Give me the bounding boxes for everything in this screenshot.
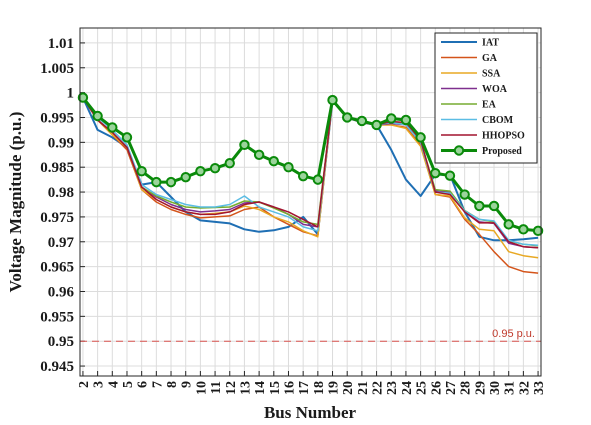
- series-point-proposed: [444, 170, 456, 181]
- series-point-proposed: [283, 162, 294, 173]
- x-tick-label: 29: [473, 381, 488, 395]
- x-tick-label: 2: [77, 381, 92, 388]
- y-tick-label: 0.945: [40, 359, 74, 375]
- series-point-proposed: [151, 176, 162, 188]
- y-tick-label: 1.005: [40, 61, 74, 77]
- series-point-proposed: [386, 113, 397, 124]
- x-tick-label: 19: [327, 381, 342, 395]
- x-axis-ticks: 2 3 4 5 6 7 8 9 10 11 12 13 14 15 16 17 18 19 20 21 22 23 24 25…: [77, 371, 547, 395]
- y-axis-ticks: 0.945 0.95 0.955 0.96 0.965 0.97 0.975 0.98 0.98…: [40, 36, 85, 375]
- x-tick-label: 7: [150, 381, 165, 388]
- series-point-proposed: [312, 174, 324, 185]
- y-tick-label: 0.99: [48, 135, 74, 151]
- y-tick-label: 0.995: [40, 110, 74, 126]
- series-point-proposed: [195, 165, 206, 177]
- series-point-proposed: [136, 165, 147, 177]
- series-point-proposed: [327, 94, 338, 106]
- x-tick-label: 15: [268, 381, 283, 395]
- y-tick-label: 0.96: [48, 284, 75, 300]
- series-point-proposed: [400, 114, 412, 126]
- y-tick-label: 1.01: [48, 36, 74, 52]
- x-tick-label: 4: [106, 381, 121, 388]
- y-tick-label: 0.965: [40, 260, 74, 276]
- legend-label: WOA: [482, 84, 508, 95]
- series-point-proposed: [253, 149, 265, 160]
- legend-label: HHOPSO: [482, 131, 525, 142]
- series-point-proposed: [224, 158, 235, 169]
- x-tick-label: 32: [517, 381, 532, 395]
- x-tick-label: 18: [312, 381, 327, 395]
- series-point-proposed: [209, 162, 221, 174]
- x-tick-label: 16: [282, 381, 297, 395]
- legend-box: [434, 32, 538, 164]
- plot-frame: [79, 27, 542, 377]
- x-tick-label: 11: [209, 381, 224, 394]
- x-tick-label: 33: [532, 381, 547, 395]
- x-tick-label: 25: [415, 381, 430, 395]
- x-tick-label: 27: [444, 381, 459, 395]
- y-tick-label: 0.975: [40, 210, 74, 226]
- legend-marker: [453, 145, 465, 156]
- x-tick-label: 5: [121, 381, 136, 388]
- x-tick-label: 12: [224, 381, 239, 395]
- x-tick-label: 17: [297, 381, 312, 395]
- series-point-proposed: [92, 110, 103, 122]
- x-tick-label: 20: [341, 381, 356, 395]
- x-tick-label: 9: [180, 381, 195, 388]
- series-point-proposed: [77, 92, 89, 103]
- x-tick-label: 30: [488, 381, 503, 395]
- y-tick-label: 0.95: [48, 334, 74, 350]
- x-tick-label: 31: [503, 381, 518, 395]
- y-tick-label: 0.98: [48, 185, 74, 201]
- series-point-proposed: [518, 224, 529, 235]
- x-tick-label: 14: [253, 381, 268, 395]
- series-point-proposed: [356, 115, 368, 127]
- series-point-proposed: [165, 176, 177, 188]
- series-point-proposed: [503, 219, 514, 230]
- series-point-proposed: [107, 122, 118, 133]
- series-point-proposed: [239, 139, 250, 151]
- legend-label: EA: [482, 100, 497, 111]
- legend-label: Proposed: [482, 146, 522, 157]
- legend-label: GA: [482, 53, 498, 64]
- legend-label: IAT: [482, 38, 499, 49]
- series-point-proposed: [459, 189, 470, 200]
- x-axis-title: Bus Number: [264, 403, 357, 422]
- series-point-proposed: [532, 225, 544, 237]
- x-tick-label: 21: [356, 381, 371, 395]
- y-tick-label: 0.985: [40, 160, 74, 176]
- series-point-proposed: [268, 156, 279, 167]
- series-point-proposed: [488, 200, 500, 212]
- x-tick-label: 22: [371, 381, 386, 395]
- series-point-proposed: [415, 132, 426, 143]
- legend: IAT GA SSA WOA EA CBOM HHOPSO Proposed: [434, 32, 538, 164]
- reference-line-label: 0.95 p.u.: [492, 328, 535, 340]
- x-tick-label: 23: [385, 381, 400, 395]
- legend-label: SSA: [482, 69, 501, 80]
- series-point-proposed: [342, 112, 353, 123]
- x-tick-label: 13: [238, 381, 253, 395]
- series-point-proposed: [430, 167, 441, 179]
- y-tick-label: 0.97: [48, 235, 75, 251]
- y-tick-label: 1: [67, 86, 75, 102]
- x-tick-label: 28: [459, 381, 474, 395]
- x-tick-label: 8: [165, 381, 180, 388]
- x-tick-label: 24: [400, 381, 415, 395]
- legend-label: CBOM: [482, 115, 514, 126]
- y-tick-label: 0.955: [40, 309, 74, 325]
- x-tick-label: 10: [194, 381, 209, 395]
- series-point-proposed: [474, 200, 485, 212]
- x-tick-label: 26: [429, 381, 444, 395]
- series-point-proposed: [121, 132, 133, 143]
- series-line-hhopso: [82, 97, 539, 249]
- series-point-proposed: [180, 171, 191, 183]
- reference-line-group: 0.95 p.u.: [80, 328, 541, 342]
- series-point-proposed: [371, 119, 382, 131]
- series-lines: [77, 92, 544, 274]
- series-point-proposed: [297, 170, 309, 182]
- x-tick-label: 3: [92, 381, 107, 388]
- y-axis-title: Voltage Magnitude (p.u.): [6, 112, 25, 293]
- x-tick-label: 6: [136, 381, 151, 388]
